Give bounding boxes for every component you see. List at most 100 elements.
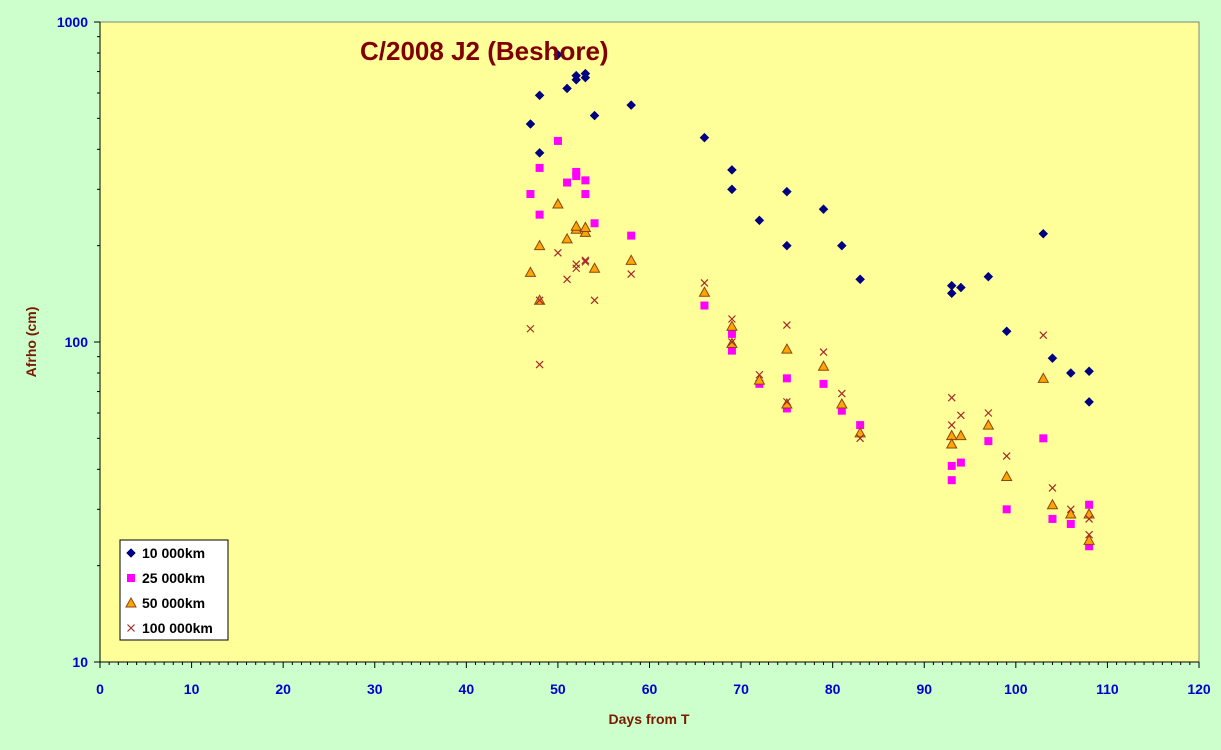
data-point (753, 374, 766, 385)
x-tick-label: 30 (367, 681, 383, 697)
data-point (782, 374, 791, 383)
x-tick-label: 110 (1096, 681, 1119, 697)
data-point (553, 248, 562, 257)
y-tick-label: 10 (72, 654, 88, 670)
data-point (1085, 514, 1094, 523)
data-point (1064, 508, 1077, 519)
x-tick-label: 120 (1187, 681, 1211, 697)
data-point (700, 278, 709, 287)
series-2 (524, 197, 1095, 545)
data-point (1065, 368, 1076, 378)
data-point (1039, 434, 1048, 443)
data-point (837, 406, 846, 415)
series-3 (526, 248, 1094, 539)
legend-marker (127, 574, 135, 582)
x-tick-label: 70 (733, 681, 749, 697)
data-point (726, 320, 738, 331)
data-point (946, 288, 957, 299)
data-point (854, 426, 866, 438)
legend-marker (127, 624, 135, 632)
data-point (727, 184, 737, 195)
data-point (590, 296, 599, 305)
data-point (563, 178, 572, 187)
data-point (982, 419, 995, 430)
data-point (835, 397, 848, 409)
data-point (782, 240, 792, 251)
data-point (728, 315, 736, 323)
data-point (698, 286, 711, 297)
data-point (1037, 372, 1050, 383)
data-point (572, 167, 581, 176)
data-point (535, 210, 544, 219)
data-point (781, 343, 793, 354)
data-point (590, 219, 599, 228)
legend-label: 10 000km (142, 545, 205, 561)
x-tick-label: 10 (184, 681, 200, 697)
data-point (984, 437, 993, 446)
legend: 10 000km 25 000km 50 000km 100 000km (119, 539, 229, 641)
data-point (782, 186, 792, 197)
data-point (1066, 519, 1075, 528)
data-point (1085, 542, 1094, 551)
data-point (581, 176, 590, 185)
series-0 (525, 49, 1094, 407)
data-point (1048, 483, 1057, 492)
data-point (947, 476, 956, 485)
legend-label: 50 000km (142, 595, 205, 611)
data-point (856, 421, 865, 430)
data-point (1048, 514, 1057, 523)
data-point (525, 119, 536, 129)
data-point (1085, 500, 1094, 509)
data-point (984, 409, 993, 417)
data-point (580, 72, 591, 83)
data-point (1066, 505, 1075, 514)
data-point (627, 231, 636, 240)
data-point (524, 266, 537, 277)
data-point (782, 321, 791, 329)
data-point (818, 204, 829, 215)
data-point (955, 429, 967, 441)
data-point (581, 190, 590, 199)
data-point (755, 370, 764, 379)
data-point (956, 282, 966, 293)
axes: 10 100 1000 0 10 20 30 40 50 60 70 80 90 100 110 120 (57, 14, 1211, 697)
data-point (581, 257, 590, 266)
y-axis-label: Afrho (cm) (23, 307, 39, 378)
legend-marker (126, 548, 136, 558)
legend-marker (125, 596, 137, 608)
data-point (535, 163, 544, 172)
data-point (535, 360, 544, 369)
data-point (1002, 452, 1011, 461)
data-point (526, 324, 535, 333)
legend-label: 25 000km (142, 570, 205, 586)
data-point (727, 329, 736, 338)
data-point (945, 437, 958, 449)
data-marks (524, 49, 1095, 551)
data-point (1038, 228, 1049, 239)
data-point (572, 172, 581, 181)
data-point (782, 397, 791, 406)
data-point (526, 190, 535, 199)
data-point (553, 49, 563, 60)
data-point (626, 100, 637, 110)
x-tick-label: 0 (96, 681, 104, 697)
data-point (553, 136, 562, 145)
data-point (563, 275, 571, 284)
legend-box (119, 539, 229, 641)
y-tick-label: 100 (65, 334, 89, 350)
data-point (552, 197, 564, 209)
data-point (727, 165, 737, 175)
legend-label: 100 000km (142, 620, 213, 636)
x-tick-label: 80 (825, 681, 841, 697)
data-point (589, 110, 600, 121)
y-tick-label: 1000 (57, 14, 88, 30)
data-point (1047, 353, 1058, 364)
x-tick-label: 20 (275, 681, 291, 697)
data-point (700, 301, 709, 310)
data-point (571, 74, 582, 85)
data-point (535, 296, 544, 305)
chart-title: C/2008 J2 (Beshore) (360, 36, 609, 66)
data-point (581, 256, 590, 265)
